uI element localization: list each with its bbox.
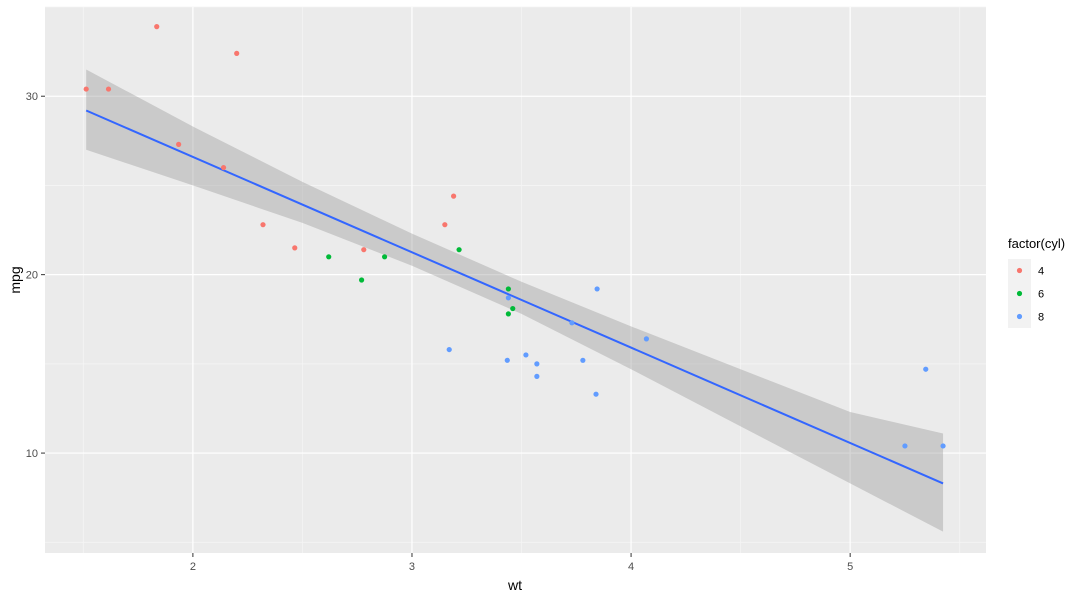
- legend-label-8: 8: [1038, 312, 1044, 324]
- point-cyl-8: [593, 391, 599, 397]
- point-cyl-6: [358, 277, 365, 283]
- point-cyl-4: [292, 245, 298, 251]
- point-cyl-8: [580, 357, 586, 363]
- point-cyl-8: [505, 295, 511, 301]
- points-layer: [83, 24, 946, 449]
- point-cyl-6: [456, 247, 462, 253]
- legend-label-4: 4: [1038, 266, 1044, 278]
- point-cyl-8: [504, 357, 510, 363]
- point-cyl-4: [83, 86, 89, 92]
- y-tick-label: 10: [26, 448, 38, 460]
- legend: factor(cyl) 4 6 8: [1008, 236, 1065, 328]
- point-cyl-6: [381, 254, 388, 260]
- point-cyl-6: [505, 286, 511, 292]
- x-tick-label: 2: [190, 561, 196, 573]
- x-axis-ticks: 2 3 4 5: [190, 553, 853, 573]
- legend-label-6: 6: [1038, 289, 1044, 301]
- point-cyl-4: [234, 50, 240, 56]
- x-tick-label: 5: [847, 561, 853, 573]
- point-cyl-4: [260, 222, 266, 228]
- point-cyl-8: [534, 361, 540, 367]
- legend-key-8: [1016, 313, 1023, 320]
- point-cyl-8: [569, 320, 575, 326]
- y-tick-label: 30: [26, 91, 38, 103]
- regression-line: [85, 109, 944, 485]
- point-cyl-4: [176, 141, 182, 147]
- confidence-band-layer: [86, 69, 944, 532]
- point-cyl-8: [902, 443, 908, 449]
- point-cyl-8: [923, 366, 929, 372]
- point-cyl-8: [594, 286, 600, 292]
- point-cyl-8: [446, 346, 452, 353]
- legend-title: factor(cyl): [1008, 236, 1065, 251]
- x-tick-label: 4: [628, 561, 634, 573]
- point-cyl-4: [220, 164, 227, 171]
- y-axis-title: mpg: [7, 266, 23, 293]
- point-cyl-4: [442, 222, 448, 228]
- point-cyl-4: [361, 247, 367, 253]
- legend-key-6: [1016, 290, 1023, 297]
- minor-gridlines: [45, 6, 986, 553]
- confidence-band: [86, 69, 944, 532]
- y-axis-ticks: 10 20 30: [26, 91, 45, 460]
- point-cyl-8: [643, 336, 650, 342]
- y-tick-label: 20: [26, 270, 38, 282]
- point-cyl-6: [326, 254, 332, 260]
- plot-panel: [45, 7, 986, 553]
- point-cyl-8: [534, 373, 540, 379]
- point-cyl-8: [523, 352, 529, 358]
- legend-key-4: [1016, 267, 1023, 274]
- point-cyl-8: [940, 443, 946, 449]
- point-cyl-4: [451, 193, 457, 199]
- legend-entries: 4 6 8: [1008, 259, 1044, 328]
- major-gridlines: [45, 7, 986, 553]
- point-cyl-6: [505, 311, 511, 317]
- regression-line-layer: [85, 109, 944, 485]
- x-axis-title: wt: [507, 577, 522, 593]
- point-cyl-4: [105, 86, 112, 92]
- x-tick-label: 3: [409, 561, 415, 573]
- point-cyl-6: [510, 305, 516, 312]
- point-cyl-4: [154, 24, 160, 30]
